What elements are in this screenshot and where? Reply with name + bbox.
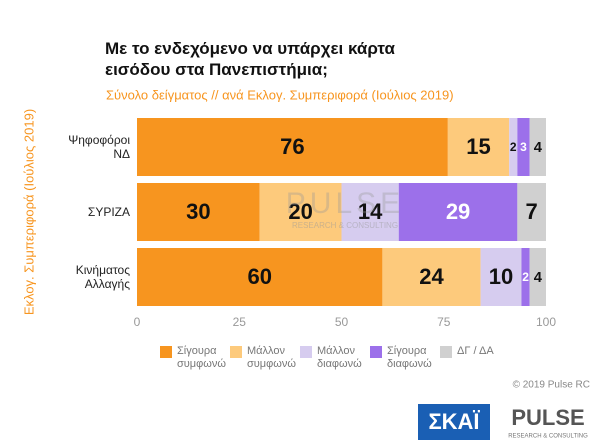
bar-segment bbox=[259, 183, 342, 241]
logo-right: PULSE bbox=[511, 405, 584, 430]
data-label: 24 bbox=[419, 264, 444, 289]
x-tick-label: 50 bbox=[335, 315, 349, 329]
legend-label: Μάλλον διαφωνώ bbox=[317, 345, 362, 370]
legend-label: Σίγουρα διαφωνώ bbox=[387, 345, 432, 370]
legend-swatch bbox=[300, 346, 312, 358]
title-box: Με το ενδεχόμενο να υπάρχει κάρτα εισόδο… bbox=[105, 39, 395, 79]
watermark-subtitle: RESEARCH & CONSULTING bbox=[292, 221, 398, 230]
data-label: 10 bbox=[489, 264, 513, 289]
legend-label: Σίγουρα συμφωνώ bbox=[177, 345, 226, 370]
legend-swatch bbox=[440, 346, 452, 358]
bar-segment bbox=[137, 248, 383, 306]
data-label: 7 bbox=[526, 199, 538, 224]
x-tick-label: 25 bbox=[233, 315, 247, 329]
data-label: 60 bbox=[247, 264, 271, 289]
copyright: © 2019 Pulse RC bbox=[513, 380, 590, 391]
logo-box bbox=[418, 404, 490, 440]
bar-segment bbox=[341, 183, 399, 241]
data-label: 15 bbox=[466, 134, 490, 159]
legend-swatch bbox=[230, 346, 242, 358]
bar-segment bbox=[517, 118, 530, 176]
data-label: 2 bbox=[510, 140, 517, 154]
bar-segment bbox=[529, 248, 546, 306]
y-tick-label: ΣΥΡΙΖΑ bbox=[87, 205, 130, 219]
y-axis-label: Εκλογ. Συμπεριφορά (Ιούλιος 2019) bbox=[21, 109, 36, 315]
bar-segment bbox=[382, 248, 481, 306]
legend-swatch bbox=[160, 346, 172, 358]
bar-segment bbox=[529, 118, 546, 176]
y-tick-label: Ψηφοφόροι ΝΔ bbox=[68, 133, 130, 161]
chart-title: Με το ενδεχόμενο να υπάρχει κάρτα εισόδο… bbox=[105, 39, 395, 79]
data-label: 29 bbox=[446, 199, 470, 224]
logo-left: ΣΚΑΪ bbox=[428, 409, 480, 434]
legend-label: Μάλλον συμφωνώ bbox=[247, 345, 296, 370]
bar-segment bbox=[398, 183, 518, 241]
chart-subtitle: Σύνολο δείγματος // ανά Εκλογ. Συμπεριφο… bbox=[106, 87, 454, 102]
bar-segment bbox=[447, 118, 510, 176]
x-tick-label: 0 bbox=[134, 315, 141, 329]
data-label: 20 bbox=[288, 199, 312, 224]
data-label: 4 bbox=[534, 140, 543, 156]
bar-segment bbox=[137, 183, 260, 241]
data-label: 76 bbox=[280, 134, 304, 159]
watermark: PULSE bbox=[286, 187, 404, 220]
x-tick-label: 100 bbox=[536, 315, 556, 329]
data-label: 4 bbox=[534, 270, 543, 286]
y-tick-label: Κινήματος Αλλαγής bbox=[75, 263, 130, 291]
bar-segment bbox=[517, 183, 546, 241]
data-label: 3 bbox=[520, 140, 527, 154]
logo-right-subtitle: RESEARCH & CONSULTING bbox=[508, 434, 588, 440]
bar-segment bbox=[521, 248, 530, 306]
data-label: 2 bbox=[522, 270, 529, 284]
legend-label: ΔΓ / ΔΑ bbox=[457, 345, 494, 357]
data-label: 14 bbox=[358, 199, 383, 224]
legend-swatch bbox=[370, 346, 382, 358]
bar-segment bbox=[137, 118, 448, 176]
bar-segment bbox=[480, 248, 522, 306]
bar-segment bbox=[509, 118, 518, 176]
data-label: 30 bbox=[186, 199, 210, 224]
x-tick-label: 75 bbox=[437, 315, 451, 329]
